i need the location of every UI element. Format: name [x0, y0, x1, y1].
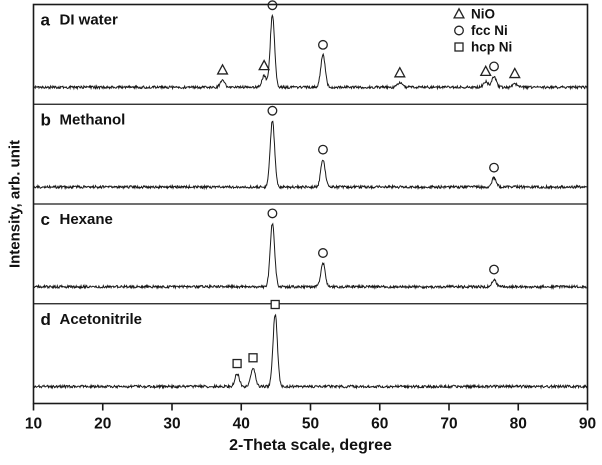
trace-a — [33, 13, 588, 91]
circle-marker — [318, 144, 328, 155]
trace-d — [33, 313, 588, 390]
x-tick-label: 70 — [440, 416, 457, 433]
panel-b: b Methanol — [33, 103, 588, 191]
x-tick-label: 40 — [233, 416, 250, 433]
x-tick-label: 80 — [510, 416, 527, 433]
panel-letter-c: c — [41, 210, 50, 229]
legend-label-hcp-ni: hcp Ni — [471, 40, 512, 55]
square-marker — [232, 358, 242, 369]
triangle-marker — [479, 64, 492, 77]
y-axis-title: Intensity, arb. unit — [6, 139, 24, 269]
circle-marker — [489, 162, 499, 173]
circle-marker — [318, 39, 328, 50]
panel-letter-b: b — [41, 110, 51, 129]
trace-b — [33, 120, 588, 191]
trace-c — [33, 222, 588, 290]
panel-letter-d: d — [41, 310, 51, 329]
circle-marker — [267, 208, 278, 219]
x-tick-label: 10 — [25, 416, 42, 433]
panel-d: d Acetonitrile — [33, 299, 588, 390]
panel-c: c Hexane — [33, 203, 588, 290]
circle-marker — [318, 248, 328, 258]
x-tick-label: 20 — [94, 416, 111, 433]
triangle-marker — [216, 63, 229, 75]
panel-solvent-d: Acetonitrile — [60, 311, 143, 328]
square-marker — [248, 353, 258, 363]
panel-solvent-a: DI water — [60, 12, 119, 29]
x-tick-label: 30 — [163, 416, 180, 433]
panel-solvent-c: Hexane — [60, 211, 113, 228]
panel-solvent-b: Methanol — [60, 111, 126, 128]
panel-letter-a: a — [41, 11, 51, 30]
x-tick-label: 50 — [302, 416, 319, 433]
x-axis-title: 2-Theta scale, degree — [229, 437, 392, 454]
square-marker — [270, 299, 280, 310]
square-marker — [454, 42, 464, 52]
legend-label-nio: NiO — [471, 7, 495, 22]
x-tick-label: 90 — [579, 416, 596, 433]
triangle-marker — [258, 59, 271, 71]
x-tick-label: 60 — [371, 416, 388, 433]
circle-marker — [454, 25, 464, 36]
triangle-marker — [453, 7, 465, 19]
triangle-marker — [393, 66, 406, 78]
legend-label-fcc-ni: fcc Ni — [471, 23, 508, 38]
circle-marker — [489, 264, 499, 275]
circle-marker — [267, 105, 278, 116]
circle-marker — [489, 61, 499, 72]
triangle-marker — [508, 67, 521, 79]
